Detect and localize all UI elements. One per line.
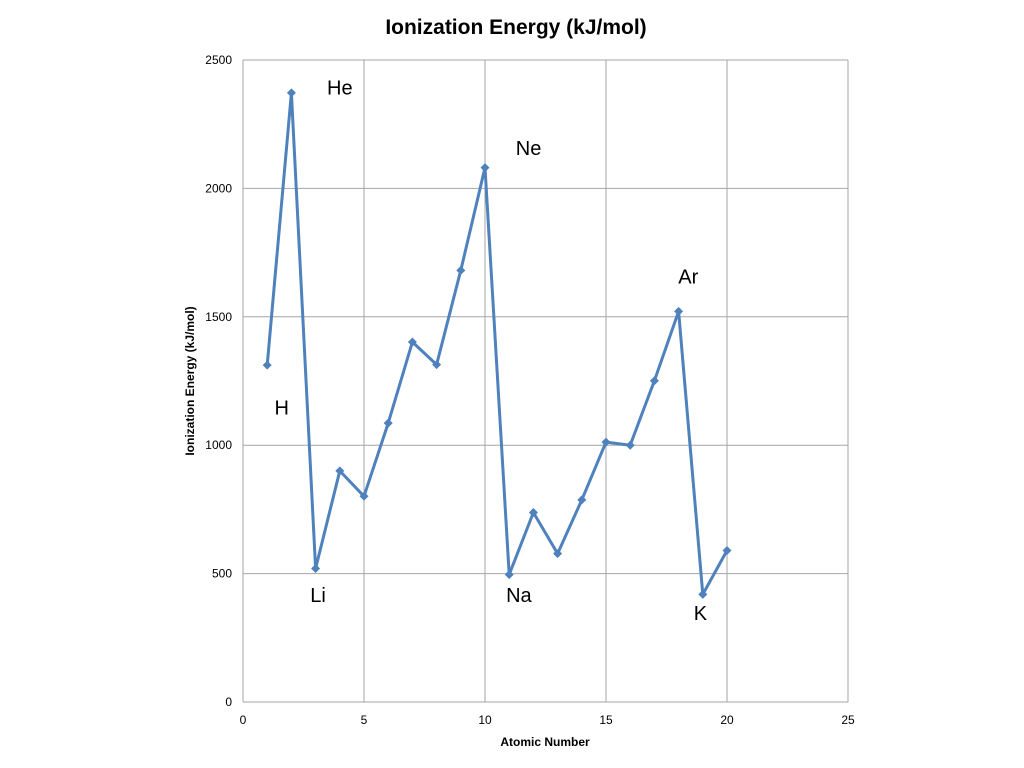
x-axis-title: Atomic Number bbox=[500, 735, 590, 749]
x-tick-label: 10 bbox=[478, 713, 492, 727]
data-point-marker bbox=[504, 570, 514, 580]
data-point-marker bbox=[649, 376, 659, 386]
element-label: Ne bbox=[516, 138, 542, 160]
data-point-marker bbox=[528, 507, 538, 517]
chart-title: Ionization Energy (kJ/mol) bbox=[385, 16, 646, 39]
data-point-marker bbox=[286, 88, 296, 98]
element-label: H bbox=[274, 397, 288, 419]
data-point-marker bbox=[456, 265, 466, 275]
data-point-marker bbox=[262, 360, 272, 370]
data-point-marker bbox=[335, 466, 345, 476]
data-point-marker bbox=[698, 589, 708, 599]
data-point-marker bbox=[311, 563, 321, 573]
x-tick-label: 5 bbox=[361, 713, 368, 727]
y-tick-label: 1000 bbox=[205, 438, 232, 452]
element-label: Ar bbox=[678, 266, 698, 288]
element-label: Li bbox=[310, 585, 326, 607]
y-tick-label: 1500 bbox=[205, 310, 232, 324]
y-tick-label: 2500 bbox=[205, 53, 232, 67]
series-line bbox=[265, 91, 729, 596]
grid-layer bbox=[242, 59, 849, 703]
data-point-marker bbox=[480, 163, 490, 173]
data-point-marker bbox=[553, 549, 563, 559]
series-layer bbox=[262, 88, 732, 599]
data-point-marker bbox=[383, 418, 393, 428]
element-label: K bbox=[694, 603, 708, 625]
tick-labels: 0 500 1000 1500 2000 2500 0 5 10 15 20 25 bbox=[205, 53, 855, 727]
x-tick-label: 25 bbox=[841, 713, 855, 727]
data-point-marker bbox=[601, 437, 611, 447]
data-point-marker bbox=[577, 495, 587, 505]
y-tick-label: 0 bbox=[225, 695, 232, 709]
x-tick-label: 20 bbox=[720, 713, 734, 727]
data-point-marker bbox=[407, 337, 417, 347]
element-label: Na bbox=[506, 585, 532, 607]
element-annotations: He Ne Ar H Li Na K bbox=[274, 78, 707, 625]
data-point-marker bbox=[722, 545, 732, 555]
data-point-marker bbox=[674, 306, 684, 316]
x-tick-label: 0 bbox=[240, 713, 247, 727]
element-label: He bbox=[327, 78, 353, 100]
data-point-marker bbox=[432, 360, 442, 370]
x-tick-label: 15 bbox=[599, 713, 613, 727]
y-axis-title: Ionization Energy (kJ/mol) bbox=[183, 306, 197, 455]
data-point-marker bbox=[625, 440, 635, 450]
data-point-marker bbox=[359, 491, 369, 501]
y-tick-label: 2000 bbox=[205, 181, 232, 195]
y-tick-label: 500 bbox=[212, 567, 232, 581]
